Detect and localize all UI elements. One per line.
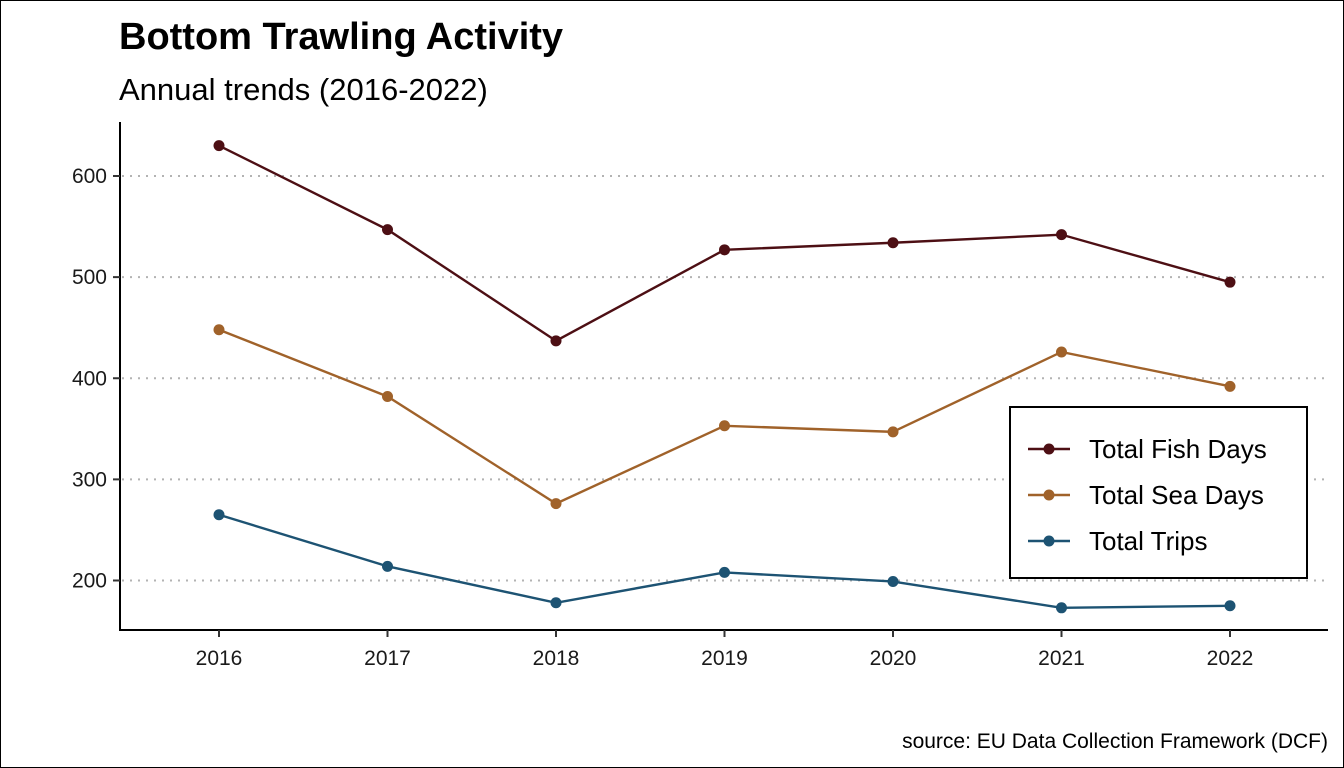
- x-tick-label: 2016: [196, 647, 243, 670]
- x-tick-label: 2020: [870, 647, 917, 670]
- x-tick-label: 2019: [701, 647, 748, 670]
- y-tick-label: 200: [72, 570, 107, 593]
- data-point-total-trips: [382, 560, 393, 572]
- source-caption: source: EU Data Collection Framework (DC…: [902, 730, 1328, 753]
- data-point-total-sea-days: [550, 498, 562, 510]
- data-point-total-fish-days: [1224, 276, 1236, 288]
- y-axis-ticks: 200 300 400 500 600: [72, 165, 120, 593]
- y-tick-label: 600: [72, 165, 107, 188]
- legend-box: [1009, 406, 1308, 579]
- legend-item-total-trips: Total Trips: [1028, 526, 1208, 556]
- legend: Total Fish Days Total Sea Days Total Trips: [1009, 406, 1308, 579]
- data-point-total-fish-days: [887, 237, 899, 249]
- x-tick-label: 2022: [1207, 647, 1254, 670]
- data-point-total-sea-days: [1056, 346, 1067, 358]
- data-point-total-sea-days: [719, 420, 730, 432]
- series-total-fish-days: [213, 140, 1236, 347]
- x-axis-ticks: 2016 2017 2018 2019 2020 2021 2022: [196, 630, 1254, 670]
- data-point-total-trips: [887, 576, 899, 588]
- gridlines: [122, 175, 1328, 582]
- chart-subtitle: Annual trends (2016-2022): [119, 72, 488, 107]
- data-point-total-trips: [550, 597, 562, 609]
- data-point-total-sea-days: [1224, 380, 1236, 392]
- legend-item-total-sea-days: Total Sea Days: [1028, 480, 1264, 510]
- series: [213, 140, 1236, 614]
- data-point-total-sea-days: [213, 324, 225, 336]
- data-point-total-trips: [1056, 602, 1067, 614]
- x-tick-label: 2017: [364, 647, 411, 670]
- data-point-total-trips: [213, 509, 225, 521]
- y-tick-label: 300: [72, 468, 107, 491]
- data-point-total-trips: [1224, 600, 1236, 612]
- data-point-total-trips: [719, 566, 730, 578]
- legend-label: Total Sea Days: [1089, 480, 1264, 510]
- data-point-total-fish-days: [719, 244, 730, 256]
- x-tick-label: 2018: [533, 647, 580, 670]
- y-tick-label: 500: [72, 266, 107, 289]
- data-point-total-sea-days: [887, 426, 899, 438]
- data-point-total-fish-days: [1056, 229, 1067, 241]
- series-total-sea-days: [213, 324, 1236, 510]
- chart-title: Bottom Trawling Activity: [119, 16, 563, 58]
- data-point-total-sea-days: [382, 390, 393, 402]
- series-total-trips: [213, 509, 1236, 614]
- data-point-total-fish-days: [213, 140, 225, 152]
- legend-key-point: [1043, 443, 1055, 455]
- legend-key-point: [1043, 535, 1055, 547]
- y-tick-label: 400: [72, 367, 107, 390]
- data-point-total-fish-days: [382, 224, 393, 236]
- legend-label: Total Trips: [1089, 526, 1208, 556]
- series-line-total-fish-days: [218, 144, 1231, 343]
- legend-key-point: [1043, 489, 1055, 501]
- data-point-total-fish-days: [550, 335, 562, 347]
- x-tick-label: 2021: [1038, 647, 1085, 670]
- legend-item-total-fish-days: Total Fish Days: [1028, 434, 1267, 464]
- legend-label: Total Fish Days: [1089, 434, 1267, 464]
